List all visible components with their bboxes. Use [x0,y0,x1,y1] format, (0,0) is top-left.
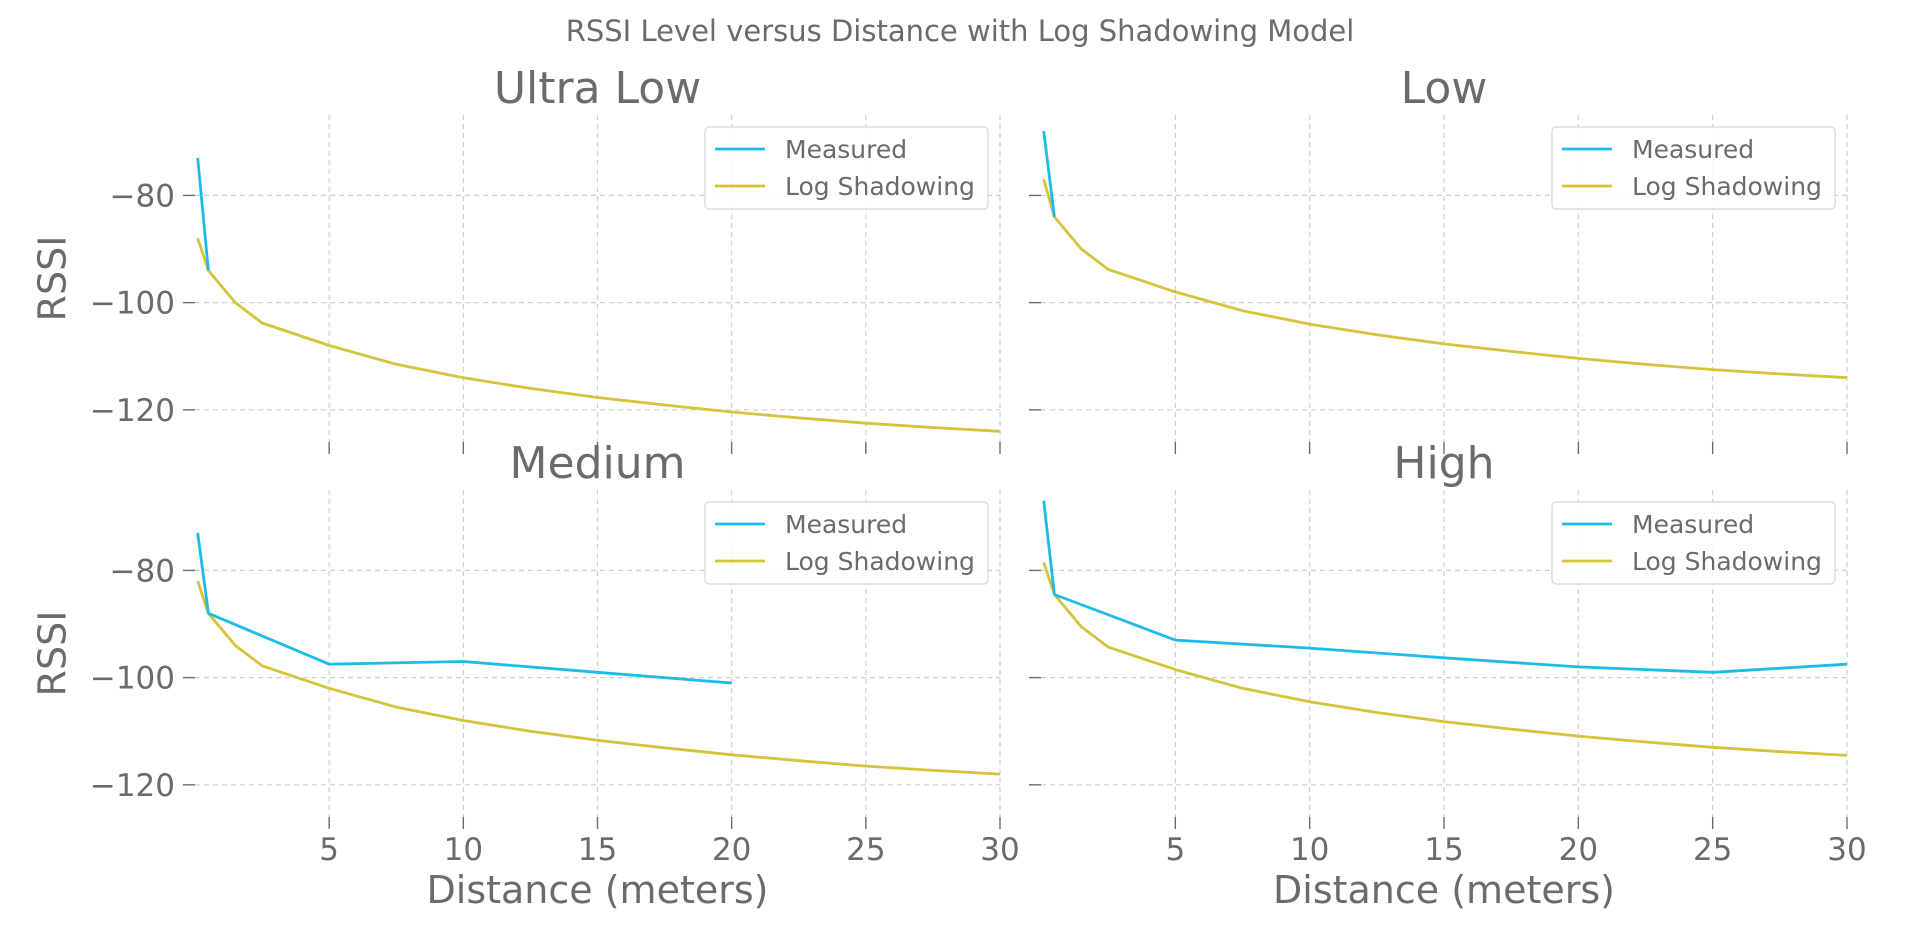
legend-label-log-shadowing: Log Shadowing [785,172,975,201]
legend-frame [1551,501,1836,585]
legend-label-measured: Measured [785,510,907,539]
legend-label-log-shadowing: Log Shadowing [785,547,975,576]
x-tick-label: 5 [1165,832,1185,868]
legend-frame [1551,126,1836,210]
panel-title: Medium [510,438,686,489]
series-line-log-shadowing [196,580,1001,776]
legend: Measured Log Shadowing [704,126,989,210]
legend: Measured Log Shadowing [1551,126,1836,210]
legend: Measured Log Shadowing [704,501,989,585]
y-tick-label: −100 [90,286,175,322]
x-axis-label: Distance (meters) [1273,868,1615,912]
x-tick-label: 25 [1693,832,1732,868]
series-line-measured [196,157,210,271]
series-line-log-shadowing [196,237,1001,433]
x-tick-label: 10 [1290,832,1329,868]
y-tick-label: −120 [90,768,175,804]
y-axis-label: RSSI [31,236,75,322]
x-axis-label: Distance (meters) [427,868,769,912]
panel-title: Ultra Low [494,63,701,114]
series-line-measured [196,532,732,685]
panel-medium: 5 10 15 20 25 30 −120 −100 −80 Medium Distance (me… [31,438,1020,912]
legend-label-measured: Measured [1632,510,1754,539]
series-line-measured [1042,130,1056,218]
legend: Measured Log Shadowing [1551,501,1836,585]
series-line-log-shadowing [1042,178,1848,380]
panel-low: Low Measured Log Shadowing [1029,63,1848,454]
panel-title: High [1393,438,1494,489]
panel-ultra-low: −120 −100 −80 Ultra Low RSSI Measured Log Shad… [31,63,1001,454]
x-tick-label: 25 [846,832,885,868]
series-line-log-shadowing [1042,561,1848,757]
y-tick-label: −120 [90,393,175,429]
panel-high: 5 10 15 20 25 30 High Distance (meters) Measured… [1029,438,1867,912]
x-tick-label: 30 [980,832,1019,868]
x-tick-label: 20 [1559,832,1598,868]
figure-title: RSSI Level versus Distance with Log Shad… [566,14,1355,48]
y-tick-label: −80 [110,178,175,214]
x-tick-label: 15 [1424,832,1463,868]
x-tick-label: 15 [578,832,617,868]
x-tick-label: 30 [1827,832,1866,868]
panel-title: Low [1401,63,1488,114]
y-tick-label: −100 [90,661,175,697]
legend-label-measured: Measured [785,135,907,164]
y-tick-label: −80 [110,553,175,589]
y-axis-label: RSSI [31,611,75,697]
legend-frame [704,501,989,585]
x-tick-label: 5 [319,832,339,868]
legend-frame [704,126,989,210]
x-tick-label: 20 [712,832,751,868]
legend-label-log-shadowing: Log Shadowing [1632,547,1822,576]
legend-label-measured: Measured [1632,135,1754,164]
x-tick-label: 10 [444,832,483,868]
series-line-measured [1042,500,1848,674]
legend-label-log-shadowing: Log Shadowing [1632,172,1822,201]
